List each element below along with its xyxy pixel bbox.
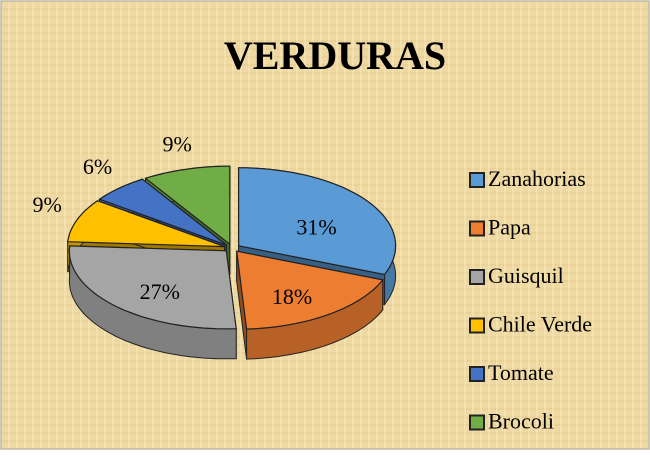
legend-label: Brocoli: [488, 409, 554, 434]
chart-title: VERDURAS: [224, 33, 446, 78]
pie-slice: [235, 250, 384, 360]
slice-top: [67, 200, 225, 248]
legend-swatch: [469, 220, 485, 237]
legend-swatch: [469, 366, 485, 382]
legend-label: Guisquil: [488, 263, 564, 288]
data-label: 9%: [33, 192, 62, 217]
data-label: 31%: [296, 214, 336, 239]
data-label: 18%: [272, 284, 312, 309]
slice-top: [144, 165, 231, 246]
slice-top: [68, 245, 237, 330]
legend-label: Papa: [488, 215, 531, 240]
legend-swatch: [469, 269, 485, 285]
legend-label: Zanahorias: [488, 166, 586, 191]
slice-top: [235, 250, 384, 330]
slice-top: [98, 178, 227, 246]
data-label: 9%: [163, 131, 192, 156]
legend-swatch: [469, 317, 485, 334]
legend-label: Tomate: [488, 360, 554, 385]
data-label: 6%: [83, 154, 112, 179]
data-label: 27%: [140, 279, 180, 304]
pie: 31% 18% 27% 9% 6% 9%: [33, 131, 397, 360]
legend-swatch: [469, 414, 485, 431]
legend-label: Chile Verde: [488, 312, 592, 337]
slice-top: [238, 167, 397, 276]
pie-slice: [68, 245, 237, 360]
legend-swatch: [469, 172, 485, 188]
legend: Zanahorias Papa Guisquil Chile Verde Tomate B…: [469, 166, 592, 434]
